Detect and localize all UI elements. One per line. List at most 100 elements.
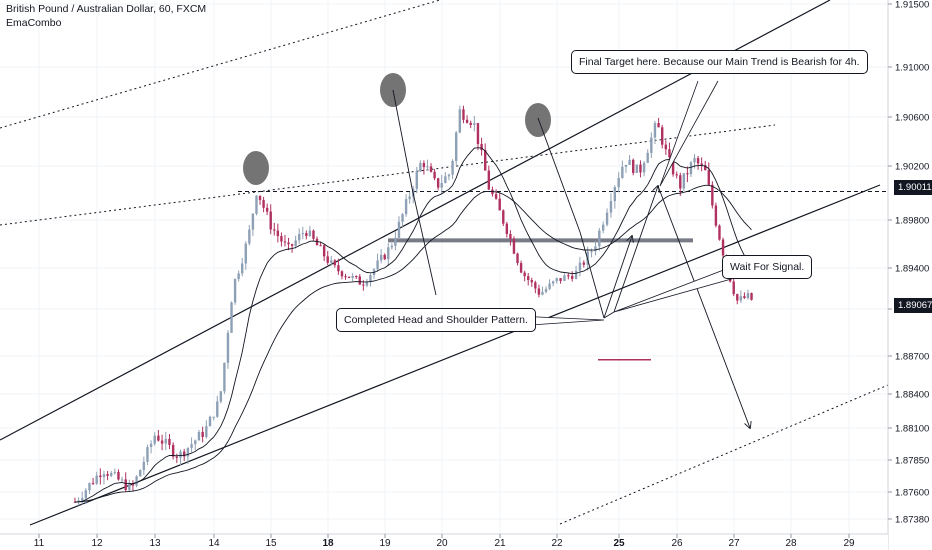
candle-body: [258, 195, 262, 201]
candle-body: [498, 198, 501, 211]
candle-body: [657, 123, 660, 128]
candle-body: [88, 483, 91, 491]
y-tick-label: 1.89400: [895, 264, 929, 275]
x-tick-label: 29: [843, 538, 855, 549]
final-target-pointer: [659, 80, 719, 187]
candle-body: [273, 229, 276, 231]
candle-body: [516, 253, 519, 264]
x-tick-label: 27: [728, 538, 740, 549]
candle-body: [462, 109, 465, 120]
candle-body: [650, 137, 653, 153]
candle-body: [186, 447, 190, 457]
candle-body: [255, 195, 258, 214]
x-tick-label: 22: [551, 538, 563, 549]
y-axis-bg: [888, 0, 932, 550]
candle-body: [110, 472, 113, 476]
candle-body: [394, 237, 397, 246]
candle-body: [340, 271, 344, 277]
candle-body: [505, 223, 509, 234]
candle-body: [362, 284, 365, 286]
candle-body: [208, 416, 212, 427]
y-tick-label: 1.90200: [895, 162, 929, 173]
candle-body: [523, 272, 526, 277]
completed-pattern-note: Completed Head and Shoulder Pattern.: [336, 308, 536, 332]
candle-body: [635, 164, 639, 173]
candle-body: [91, 483, 95, 485]
x-tick-label: 11: [34, 538, 45, 549]
candle-body: [262, 200, 265, 208]
candle-body: [473, 123, 476, 125]
candle-body: [605, 212, 609, 225]
candle-body: [594, 246, 597, 252]
candle-body: [73, 501, 77, 503]
candle-body: [190, 444, 193, 448]
candle-body: [487, 170, 491, 190]
candle-body: [139, 470, 142, 477]
candle-body: [77, 500, 80, 502]
y-tick-label: 1.87850: [895, 456, 929, 467]
candle-body: [230, 302, 233, 333]
indicator-label: EmaCombo: [6, 17, 62, 29]
candle-body: [175, 456, 179, 458]
candle-body: [226, 332, 230, 363]
candle-body: [322, 245, 326, 257]
candle-body: [671, 157, 675, 175]
candle-body: [732, 281, 735, 295]
candle-body: [444, 176, 447, 183]
candle-body: [408, 196, 411, 200]
candle-body: [319, 245, 322, 247]
candle-body: [201, 431, 204, 437]
candle-body: [84, 490, 88, 499]
candle-body: [696, 158, 700, 164]
chart-title: British Pound / Australian Dollar, 60, F…: [6, 3, 207, 15]
candle-body: [601, 224, 605, 231]
candle-body: [131, 483, 135, 486]
ema-lines: [74, 147, 752, 503]
y-tick-label: 1.91500: [895, 0, 929, 11]
candle-body: [551, 281, 555, 284]
candle-body: [401, 214, 404, 222]
candle-body: [168, 438, 171, 445]
y-tick-label: 1.88400: [895, 390, 929, 401]
candle-body: [590, 251, 593, 253]
candle-body: [455, 132, 458, 161]
candle-body: [541, 291, 544, 295]
wait-signal-pointer: [613, 265, 743, 313]
candle-body: [301, 233, 304, 235]
candle-body: [241, 263, 244, 274]
forecast-arrow: [392, 89, 413, 189]
forecast-arrow: [411, 187, 437, 296]
right-shoulder-marker: [525, 103, 551, 137]
x-tick-label: 26: [671, 538, 683, 549]
candle-body: [476, 123, 480, 144]
candle-body: [305, 233, 308, 236]
candle-body: [330, 260, 333, 263]
candle-body: [537, 288, 541, 295]
candle-body: [567, 275, 570, 277]
candle-body: [124, 479, 127, 490]
candle-body: [440, 182, 443, 188]
candle-body: [621, 166, 624, 179]
candle-body: [548, 283, 551, 289]
candle-body: [183, 451, 186, 457]
candle-body: [480, 143, 483, 151]
candle-body: [337, 265, 340, 272]
x-tick-label: 14: [208, 538, 220, 549]
candle-body: [95, 475, 98, 484]
candle-body: [347, 276, 351, 278]
candle-body: [146, 447, 149, 462]
candle-body: [574, 270, 578, 279]
left-shoulder-marker: [243, 151, 269, 185]
candle-body: [639, 164, 642, 173]
candle-body: [458, 109, 462, 133]
final-target-note: Final Target here. Because our Main Tren…: [571, 50, 868, 74]
candle-body: [219, 391, 223, 402]
candle-body: [494, 194, 498, 199]
candle-body: [355, 275, 358, 277]
candle-body: [102, 474, 106, 478]
candle-body: [653, 123, 657, 138]
candle-body: [128, 483, 131, 490]
candle-body: [212, 416, 215, 418]
